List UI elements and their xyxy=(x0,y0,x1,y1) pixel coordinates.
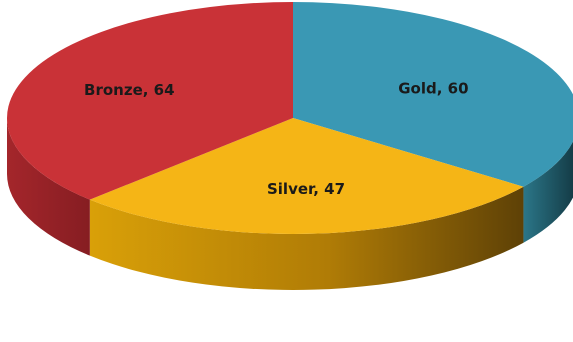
slice-silver xyxy=(89,118,524,234)
side-wall-bronze xyxy=(7,118,90,256)
data-label-bronze: Bronze, 64 xyxy=(84,81,175,99)
data-label-silver: Silver, 47 xyxy=(267,180,345,198)
slice-bronze xyxy=(6,2,293,200)
pie-side-walls xyxy=(7,118,573,291)
pie-top-faces xyxy=(6,2,573,234)
side-wall-silver xyxy=(89,186,524,291)
side-wall-gold xyxy=(523,141,573,243)
data-label-gold: Gold, 60 xyxy=(398,80,468,98)
slice-gold xyxy=(293,2,573,187)
pie-data-labels: Gold, 60 Silver, 47 Bronze, 64 xyxy=(84,80,469,199)
